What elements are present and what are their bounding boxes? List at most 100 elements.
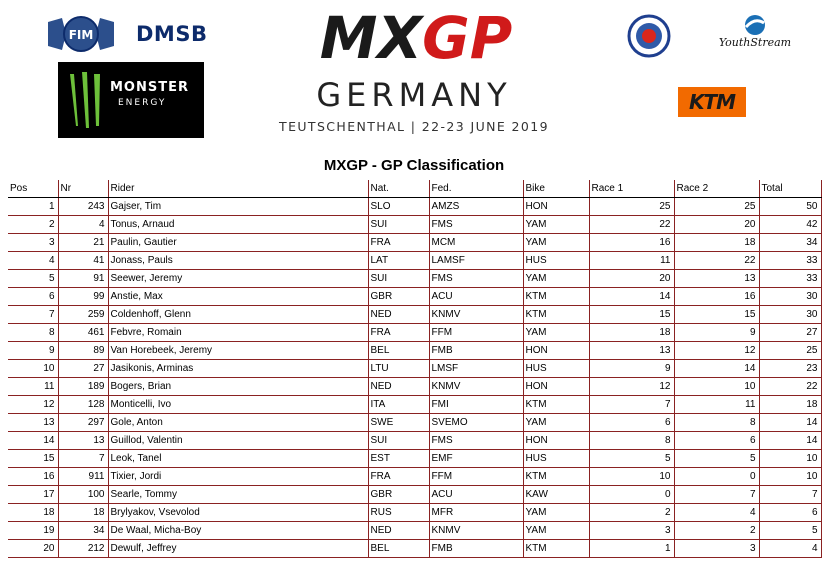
pos-cell: 8 bbox=[8, 323, 59, 342]
total-cell: 10 bbox=[759, 467, 822, 486]
nr-cell: 212 bbox=[58, 539, 109, 558]
monster-logo-subtext: ENERGY bbox=[118, 98, 167, 108]
nat-cell: SLO bbox=[368, 197, 430, 216]
fed-cell: ACU bbox=[429, 287, 524, 306]
race2-cell: 9 bbox=[674, 323, 760, 342]
fed-cell: KNMV bbox=[429, 305, 524, 324]
nr-cell: 297 bbox=[58, 413, 109, 432]
total-cell: 50 bbox=[759, 197, 822, 216]
fed-cell: LAMSF bbox=[429, 251, 524, 270]
pos-cell: 4 bbox=[8, 251, 59, 270]
race2-cell: 22 bbox=[674, 251, 760, 270]
race1-cell: 9 bbox=[589, 359, 675, 378]
total-cell: 27 bbox=[759, 323, 822, 342]
race1-cell: 0 bbox=[589, 485, 675, 504]
nr-cell: 27 bbox=[58, 359, 109, 378]
race2-cell: 8 bbox=[674, 413, 760, 432]
race1-cell: 3 bbox=[589, 521, 675, 540]
table-row: 17 100 Searle, Tommy GBR ACU KAW 0 7 7 bbox=[8, 485, 822, 504]
pos-cell: 14 bbox=[8, 431, 59, 450]
rider-cell: Seewer, Jeremy bbox=[108, 269, 369, 288]
total-cell: 14 bbox=[759, 413, 822, 432]
youthstream-logo-text: YouthStream bbox=[718, 36, 792, 49]
pos-cell: 20 bbox=[8, 539, 59, 558]
pos-cell: 17 bbox=[8, 485, 59, 504]
race1-cell: 20 bbox=[589, 269, 675, 288]
bike-cell: HON bbox=[523, 377, 590, 396]
rider-cell: Brylyakov, Vsevolod bbox=[108, 503, 369, 522]
race2-cell: 10 bbox=[674, 377, 760, 396]
monster-energy-logo: MONSTER ENERGY bbox=[58, 62, 204, 138]
mxgp-logo-icon: MXGP bbox=[320, 6, 513, 68]
race1-cell: 14 bbox=[589, 287, 675, 306]
pos-cell: 2 bbox=[8, 215, 59, 234]
nat-cell: SUI bbox=[368, 269, 430, 288]
total-cell: 5 bbox=[759, 521, 822, 540]
column-header: Nat. bbox=[368, 180, 430, 198]
race1-cell: 15 bbox=[589, 305, 675, 324]
bike-cell: YAM bbox=[523, 233, 590, 252]
rider-cell: Dewulf, Jeffrey bbox=[108, 539, 369, 558]
bike-cell: YAM bbox=[523, 215, 590, 234]
table-row: 19 34 De Waal, Micha-Boy NED KNMV YAM 3 2 5 bbox=[8, 521, 822, 540]
nr-cell: 41 bbox=[58, 251, 109, 270]
rider-cell: Searle, Tommy bbox=[108, 485, 369, 504]
pos-cell: 18 bbox=[8, 503, 59, 522]
pos-cell: 3 bbox=[8, 233, 59, 252]
pos-cell: 10 bbox=[8, 359, 59, 378]
bike-cell: HON bbox=[523, 341, 590, 360]
pos-cell: 19 bbox=[8, 521, 59, 540]
column-header: Race 1 bbox=[589, 180, 675, 198]
table-row: 2 4 Tonus, Arnaud SUI FMS YAM 22 20 42 bbox=[8, 215, 822, 234]
rider-cell: Tixier, Jordi bbox=[108, 467, 369, 486]
race2-cell: 6 bbox=[674, 431, 760, 450]
nat-cell: GBR bbox=[368, 485, 430, 504]
fim-logo-text: FIM bbox=[69, 28, 94, 42]
column-header: Bike bbox=[523, 180, 590, 198]
nr-cell: 259 bbox=[58, 305, 109, 324]
nr-cell: 13 bbox=[58, 431, 109, 450]
race2-cell: 15 bbox=[674, 305, 760, 324]
rider-cell: De Waal, Micha-Boy bbox=[108, 521, 369, 540]
event-country: GERMANY bbox=[316, 76, 512, 114]
rider-cell: Van Horebeek, Jeremy bbox=[108, 341, 369, 360]
pos-cell: 5 bbox=[8, 269, 59, 288]
nat-cell: LAT bbox=[368, 251, 430, 270]
bike-cell: HON bbox=[523, 197, 590, 216]
race2-cell: 2 bbox=[674, 521, 760, 540]
fed-cell: AMZS bbox=[429, 197, 524, 216]
nr-cell: 911 bbox=[58, 467, 109, 486]
pos-cell: 12 bbox=[8, 395, 59, 414]
race2-cell: 5 bbox=[674, 449, 760, 468]
nat-cell: EST bbox=[368, 449, 430, 468]
total-cell: 10 bbox=[759, 449, 822, 468]
table-row: 5 91 Seewer, Jeremy SUI FMS YAM 20 13 33 bbox=[8, 269, 822, 288]
total-cell: 25 bbox=[759, 341, 822, 360]
table-row: 14 13 Guillod, Valentin SUI FMS HON 8 6 14 bbox=[8, 431, 822, 450]
header-banner: FIM DMSB MONSTER ENERGY MXGP GERMANY TEU… bbox=[0, 0, 828, 150]
race1-cell: 12 bbox=[589, 377, 675, 396]
event-venue-date: TEUTSCHENTHAL | 22-23 JUNE 2019 bbox=[279, 119, 549, 134]
table-row: 11 189 Bogers, Brian NED KNMV HON 12 10 22 bbox=[8, 377, 822, 396]
race1-cell: 2 bbox=[589, 503, 675, 522]
ktm-logo: KTM bbox=[678, 87, 746, 117]
pos-cell: 13 bbox=[8, 413, 59, 432]
total-cell: 33 bbox=[759, 269, 822, 288]
race1-cell: 7 bbox=[589, 395, 675, 414]
pos-cell: 11 bbox=[8, 377, 59, 396]
nat-cell: LTU bbox=[368, 359, 430, 378]
column-header: Pos bbox=[8, 180, 59, 198]
fed-cell: FMS bbox=[429, 215, 524, 234]
table-row: 18 18 Brylyakov, Vsevolod RUS MFR YAM 2 4 6 bbox=[8, 503, 822, 522]
race2-cell: 0 bbox=[674, 467, 760, 486]
total-cell: 7 bbox=[759, 485, 822, 504]
race1-cell: 6 bbox=[589, 413, 675, 432]
fed-cell: KNMV bbox=[429, 521, 524, 540]
table-row: 16 911 Tixier, Jordi FRA FFM KTM 10 0 10 bbox=[8, 467, 822, 486]
rider-cell: Guillod, Valentin bbox=[108, 431, 369, 450]
nr-cell: 18 bbox=[58, 503, 109, 522]
nat-cell: GBR bbox=[368, 287, 430, 306]
table-row: 20 212 Dewulf, Jeffrey BEL FMB KTM 1 3 4 bbox=[8, 539, 822, 558]
nr-cell: 34 bbox=[58, 521, 109, 540]
bike-cell: KTM bbox=[523, 395, 590, 414]
